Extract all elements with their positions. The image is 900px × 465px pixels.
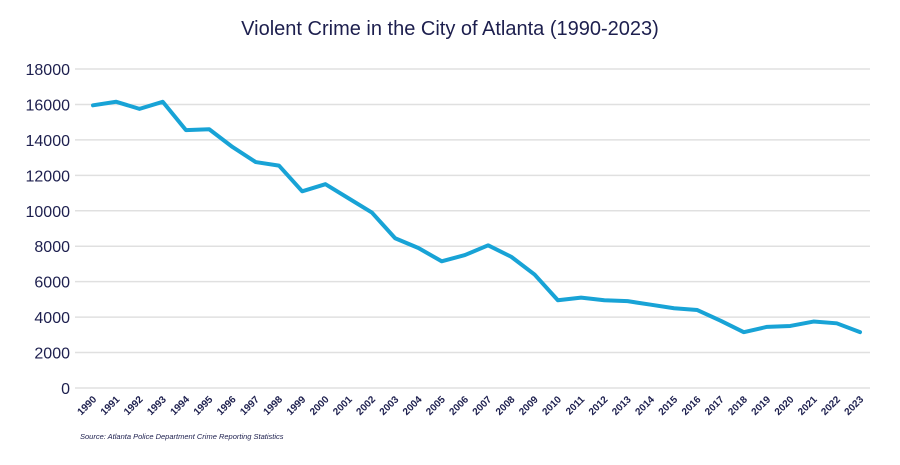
x-tick-label: 2019	[750, 394, 774, 418]
x-tick-label: 1990	[76, 394, 100, 418]
series-line	[91, 99, 862, 335]
x-tick-label: 1999	[285, 394, 309, 418]
x-tick-label: 2004	[401, 394, 425, 418]
y-tick-label: 0	[61, 381, 70, 398]
x-tick-label: 2017	[703, 394, 727, 418]
x-tick-label: 2023	[843, 394, 867, 418]
x-tick-label: 2010	[540, 394, 564, 418]
x-tick-label: 2022	[819, 394, 843, 418]
x-tick-label: 2011	[564, 394, 587, 417]
x-tick-label: 1995	[192, 394, 216, 418]
y-tick-label: 4000	[34, 310, 70, 327]
x-tick-label: 2021	[796, 394, 820, 418]
y-tick-label: 18000	[26, 62, 71, 79]
x-tick-label: 2000	[308, 394, 332, 418]
x-tick-label: 2020	[773, 394, 797, 418]
y-tick-label: 2000	[34, 346, 70, 363]
x-tick-label: 2016	[680, 394, 704, 418]
x-tick-label: 2013	[610, 394, 634, 418]
x-tick-label: 1994	[169, 394, 193, 418]
y-tick-label: 10000	[26, 204, 71, 221]
x-tick-label: 2007	[471, 394, 495, 418]
x-tick-label: 1998	[262, 394, 286, 418]
chart-title: Violent Crime in the City of Atlanta (19…	[241, 18, 659, 40]
x-tick-label: 2008	[494, 394, 518, 418]
x-tick-label: 2018	[726, 394, 750, 418]
x-tick-label: 2015	[657, 394, 681, 418]
source-note: Source: Atlanta Police Department Crime …	[80, 432, 284, 441]
x-tick-label: 2012	[587, 394, 611, 418]
y-tick-label: 8000	[34, 239, 70, 256]
x-tick-label: 2009	[517, 394, 541, 418]
y-tick-label: 12000	[26, 168, 71, 185]
x-tick-label: 1991	[99, 394, 123, 418]
x-tick-label: 1997	[238, 394, 262, 418]
x-tick-label: 2001	[331, 394, 355, 418]
x-tick-label: 2014	[633, 394, 657, 418]
y-tick-label: 16000	[26, 97, 71, 114]
x-tick-label: 2002	[355, 394, 379, 418]
x-tick-label: 2003	[378, 394, 402, 418]
y-tick-label: 14000	[26, 133, 71, 150]
x-tick-label: 1993	[145, 394, 169, 418]
y-tick-label: 6000	[34, 275, 70, 292]
x-tick-label: 2006	[447, 394, 471, 418]
x-tick-label: 1996	[215, 394, 239, 418]
x-tick-label: 1992	[122, 394, 146, 418]
x-tick-label: 2005	[424, 394, 448, 418]
